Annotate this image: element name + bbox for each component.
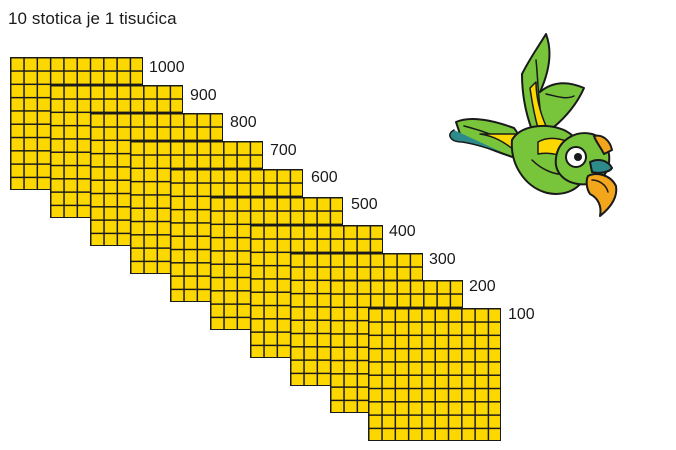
label-800: 800 (230, 114, 257, 131)
label-500: 500 (351, 196, 378, 213)
label-300: 300 (429, 251, 456, 268)
label-100: 100 (508, 306, 535, 323)
label-700: 700 (270, 142, 297, 159)
label-400: 400 (389, 223, 416, 240)
parrot-icon (449, 33, 618, 217)
label-200: 200 (469, 278, 496, 295)
page-title: 10 stotica je 1 tisućica (8, 9, 177, 28)
label-600: 600 (311, 169, 338, 186)
label-1000: 1000 (149, 59, 185, 76)
hundred-square-100 (368, 308, 501, 441)
label-900: 900 (190, 87, 217, 104)
